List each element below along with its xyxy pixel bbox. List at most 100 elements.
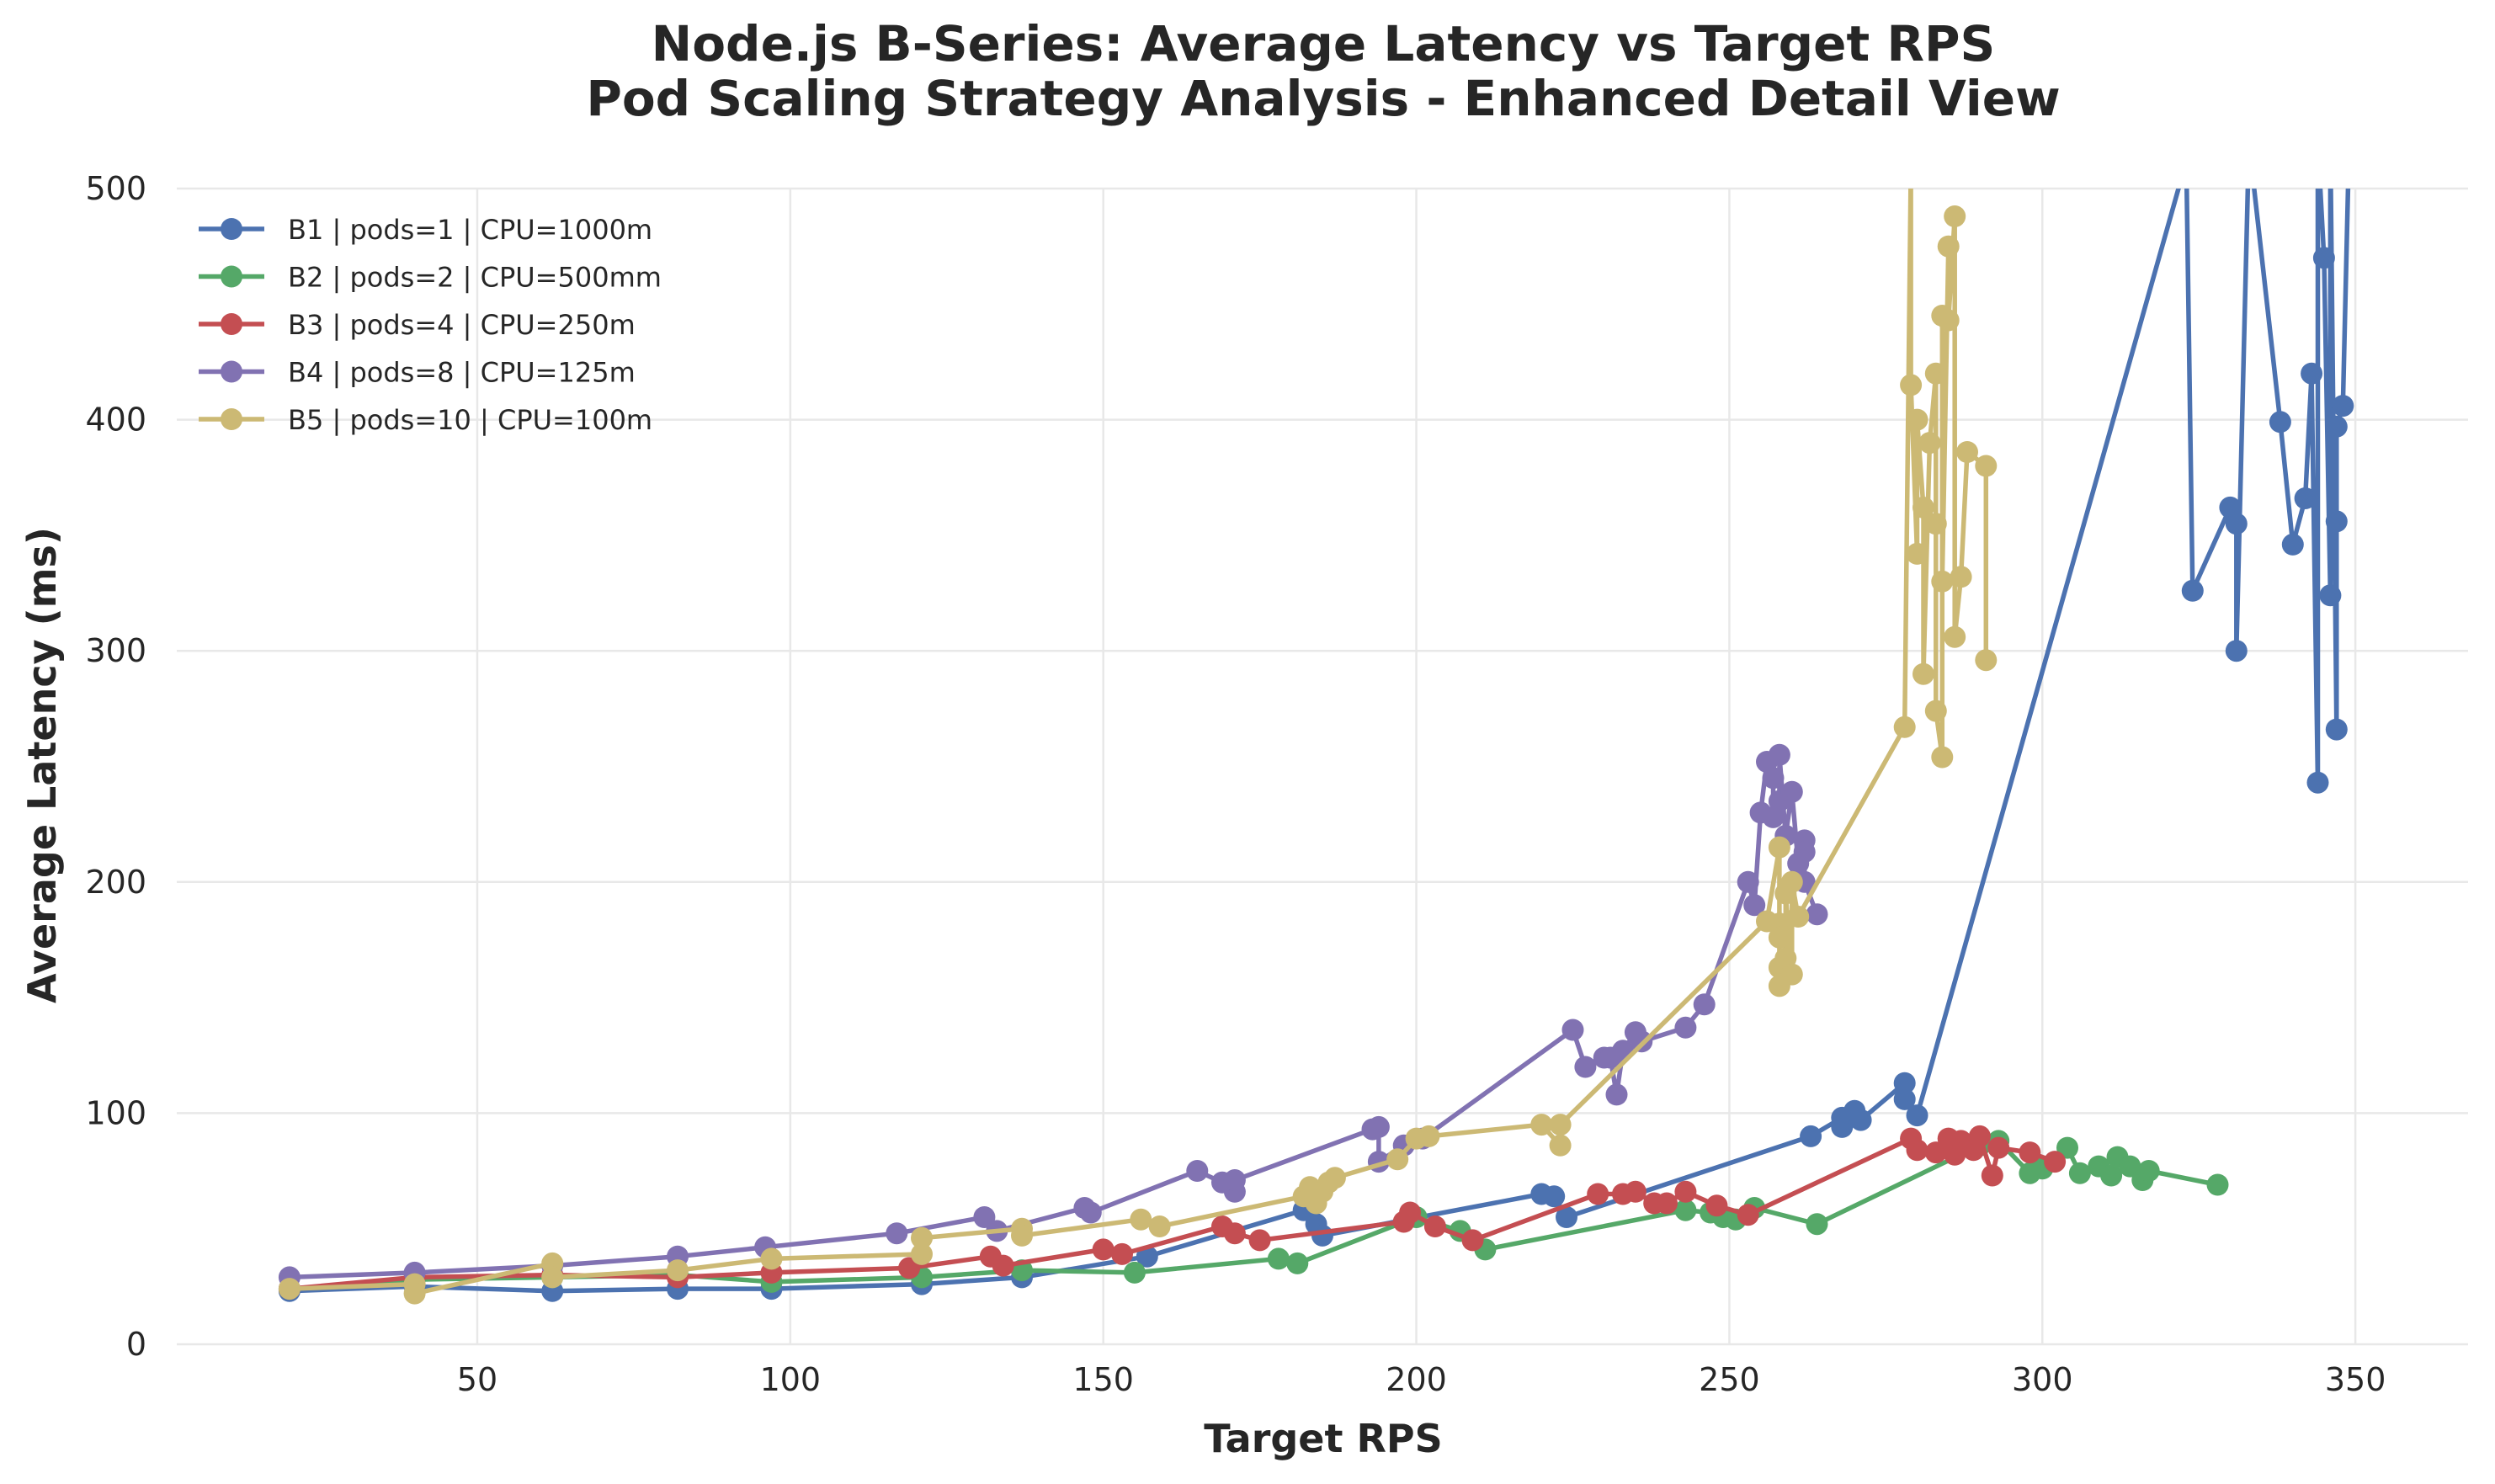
series-5-point [1900, 155, 1922, 177]
series-1-point [1556, 1206, 1577, 1228]
series-1-point [1831, 1115, 1854, 1138]
legend-item: B3 | pods=4 | CPU=250m [199, 309, 636, 341]
series-5-point [1918, 432, 1941, 455]
x-tick-label: 150 [1072, 1361, 1134, 1398]
series-4-point [1186, 1160, 1209, 1182]
series-5-point [1975, 649, 1998, 672]
series-1-point [2325, 415, 2348, 438]
legend-marker [221, 408, 242, 430]
series-3-point [1987, 1136, 2010, 1159]
series-1-point [2181, 579, 2204, 602]
series-1-point [2225, 640, 2248, 662]
series-5-point [1924, 699, 1947, 722]
series-5-point [1148, 1215, 1171, 1237]
series-1-point [2269, 411, 2291, 433]
series-1-point [2301, 362, 2323, 385]
series-3-point [992, 1254, 1014, 1277]
series-4-point [1806, 903, 1828, 926]
series-5-point [1931, 570, 1954, 593]
series-5-point [1549, 1134, 1572, 1157]
series-5-point [911, 1242, 933, 1265]
series-4-point [1768, 743, 1790, 766]
series-3-point [1624, 1180, 1646, 1203]
y-tick-label: 300 [85, 632, 146, 669]
series-5-point [1768, 926, 1790, 949]
y-axis-label: Average Latency (ms) [19, 527, 65, 1003]
series-5-point [1944, 205, 1966, 227]
series-1-point [1543, 1185, 1566, 1208]
series-5-point [1944, 625, 1966, 648]
series-5-point [1549, 1114, 1572, 1136]
series-3-point [1399, 1201, 1422, 1224]
series-1-point [2294, 487, 2317, 509]
series-4-point [1223, 1169, 1246, 1191]
series-1-point [1311, 1224, 1333, 1247]
series-1-point [1800, 1125, 1822, 1147]
series-5-point [278, 1278, 301, 1300]
series-3-point [1587, 1183, 1609, 1205]
series-1-point [1906, 1104, 1928, 1127]
series-5-point [541, 1266, 564, 1289]
series-4-point [1780, 780, 1803, 803]
legend-label: B2 | pods=2 | CPU=500mm [288, 262, 662, 294]
series-5-point [911, 1226, 933, 1249]
grid [177, 187, 2468, 1346]
series-5-point [1530, 1114, 1553, 1136]
series-3-point [1981, 1164, 2003, 1187]
series-5-point [1937, 235, 1960, 258]
series-5-point [1787, 906, 1810, 928]
series-2-point [2056, 1136, 2078, 1159]
series-4-point [1762, 767, 1785, 790]
y-tick-label: 200 [85, 864, 146, 901]
legend-item: B4 | pods=8 | CPU=125m [199, 357, 636, 389]
series-1-point [2312, 247, 2335, 269]
legend-marker [221, 313, 242, 335]
series-1-point [2175, 150, 2197, 172]
series-4-point [1079, 1201, 1102, 1224]
series-2-point [2137, 1160, 2160, 1182]
series-layer [278, 131, 2354, 1305]
series-3-point [1705, 1194, 1728, 1217]
x-tick-label: 50 [457, 1361, 497, 1398]
series-4-point [1367, 1115, 1390, 1138]
series-5-point [1975, 455, 1998, 477]
series-5-point [1893, 715, 1916, 738]
series-1-point [2307, 131, 2329, 153]
x-tick-label: 350 [2325, 1361, 2386, 1398]
legend-item: B5 | pods=10 | CPU=100m [199, 404, 652, 436]
series-3-point [1111, 1242, 1133, 1265]
series-3-point [1737, 1204, 1759, 1226]
legend-label: B4 | pods=8 | CPU=125m [288, 357, 636, 389]
series-2-line [287, 1138, 2221, 1291]
series-2-point [1267, 1247, 1290, 1270]
y-tick-label: 500 [85, 170, 146, 207]
series-2-point [1286, 1252, 1309, 1274]
legend-marker [221, 218, 242, 240]
series-4-point [1793, 841, 1816, 864]
series-1-point [1849, 1109, 1872, 1131]
series-1 [278, 131, 2354, 1302]
series-5-point [1768, 836, 1790, 859]
series-3-point [1906, 1139, 1928, 1162]
series-5-point [1924, 362, 1947, 385]
series-5-point [1011, 1224, 1033, 1247]
chart-title-line-1: Node.js B-Series: Average Latency vs Tar… [652, 15, 1996, 72]
legend-marker [221, 265, 242, 288]
series-3-point [898, 1257, 921, 1279]
series-2-point [2206, 1173, 2229, 1196]
series-5-point [1130, 1208, 1152, 1231]
series-5-point [403, 1282, 426, 1305]
legend-marker [221, 360, 242, 383]
series-3-point [1223, 1222, 1246, 1245]
series-1-point [2225, 513, 2248, 535]
series-4-point [1605, 1083, 1628, 1106]
series-5-point [760, 1247, 783, 1270]
series-5-point [1386, 1148, 1409, 1171]
legend-label: B3 | pods=4 | CPU=250m [288, 309, 636, 341]
series-3-point [1924, 1141, 1947, 1164]
legend-label: B1 | pods=1 | CPU=1000m [288, 214, 652, 246]
series-5-point [667, 1259, 689, 1282]
series-1-point [2332, 395, 2354, 418]
series-4-point [1737, 870, 1759, 893]
